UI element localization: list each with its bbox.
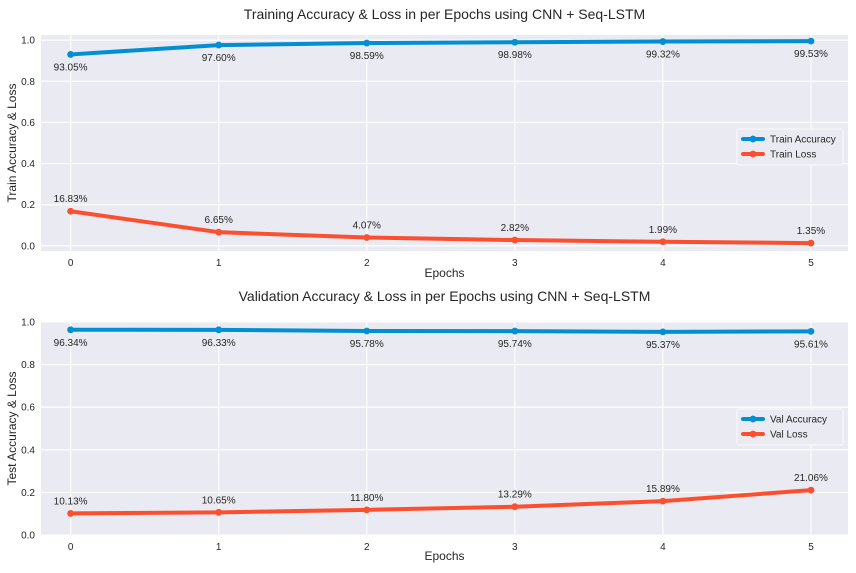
y-tick-label: 0.6 xyxy=(21,403,35,414)
data-label: 95.74% xyxy=(498,339,532,350)
data-point xyxy=(511,503,519,511)
chart-title: Validation Accuracy & Loss in per Epochs… xyxy=(239,288,651,304)
x-tick-label: 2 xyxy=(364,542,370,553)
data-point xyxy=(511,327,519,335)
data-point xyxy=(67,207,75,215)
data-point xyxy=(511,38,519,46)
y-tick-label: 0.2 xyxy=(21,200,35,211)
x-axis-label: Epochs xyxy=(424,266,464,280)
data-point xyxy=(659,497,667,505)
x-tick-label: 2 xyxy=(364,258,370,269)
legend-swatch-marker xyxy=(749,135,757,143)
x-tick-label: 5 xyxy=(808,542,814,553)
validation-chart: 0.0 0.2 0.4 0.6 0.8 1.0 0 1 2 3 4 5 Validation Accur… xyxy=(5,288,848,563)
y-tick-label: 1.0 xyxy=(21,36,35,47)
data-label: 13.29% xyxy=(498,490,532,501)
y-tick-label: 0.8 xyxy=(21,360,35,371)
data-label: 93.05% xyxy=(54,62,88,73)
series-line xyxy=(68,39,813,57)
legend-swatch-marker xyxy=(749,415,757,423)
data-point xyxy=(659,38,667,45)
data-label: 1.99% xyxy=(649,225,677,236)
data-label: 6.65% xyxy=(205,215,233,226)
y-tick-label: 0.8 xyxy=(21,77,35,88)
data-label: 11.80% xyxy=(350,493,383,504)
data-point xyxy=(659,238,667,246)
data-point xyxy=(67,51,75,58)
data-point xyxy=(363,39,371,47)
chart-title: Training Accuracy & Loss in per Epochs u… xyxy=(244,6,645,22)
data-label: 21.06% xyxy=(794,473,828,484)
plot-background xyxy=(41,35,848,251)
data-label: 99.32% xyxy=(646,50,680,61)
data-label: 95.78% xyxy=(350,339,384,350)
plot-background xyxy=(41,322,848,535)
series-line xyxy=(68,488,813,516)
data-label: 4.07% xyxy=(353,220,381,231)
data-point xyxy=(67,510,75,517)
data-point xyxy=(807,486,815,494)
legend-entry: Val Loss xyxy=(770,430,808,441)
data-point xyxy=(807,37,815,45)
y-tick-label: 0.6 xyxy=(21,118,35,129)
legend: Train Accuracy Train Loss xyxy=(736,128,844,166)
x-axis-label: Epochs xyxy=(424,549,464,563)
y-tick-label: 0.0 xyxy=(21,241,35,252)
legend-entry: Train Loss xyxy=(770,150,816,161)
legend-entry: Train Accuracy xyxy=(770,135,836,146)
data-point xyxy=(215,41,223,49)
y-axis-label: Test Accuracy & Loss xyxy=(5,371,19,485)
data-point xyxy=(807,327,815,335)
data-point xyxy=(363,234,371,241)
data-label: 98.98% xyxy=(498,50,532,61)
y-tick-label: 0.0 xyxy=(21,531,35,542)
legend-swatch-marker xyxy=(749,430,757,438)
x-tick-label: 0 xyxy=(68,542,74,553)
y-tick-label: 1.0 xyxy=(21,318,35,329)
x-tick-label: 4 xyxy=(660,542,666,553)
y-tick-label: 0.2 xyxy=(21,488,35,499)
legend-swatch-marker xyxy=(749,150,757,158)
y-tick-label: 0.4 xyxy=(21,159,35,170)
legend: Val Accuracy Val Loss xyxy=(736,408,844,446)
data-label: 10.13% xyxy=(54,496,88,507)
data-point xyxy=(659,328,667,336)
series-line xyxy=(68,327,813,334)
data-label: 98.59% xyxy=(350,51,384,62)
data-point xyxy=(215,228,223,236)
data-label: 15.89% xyxy=(646,484,680,495)
y-axis-label: Train Accuracy & Loss xyxy=(5,84,19,203)
series-line xyxy=(68,209,813,246)
legend-entry: Val Accuracy xyxy=(770,415,827,426)
data-label: 96.33% xyxy=(202,338,236,349)
data-point xyxy=(511,236,519,244)
data-label: 95.61% xyxy=(794,339,828,350)
x-tick-label: 1 xyxy=(216,258,222,269)
data-point xyxy=(363,327,371,335)
data-label: 1.35% xyxy=(797,226,825,237)
x-tick-label: 1 xyxy=(216,542,222,553)
data-label: 97.60% xyxy=(202,53,236,64)
data-point xyxy=(67,326,75,334)
data-point xyxy=(363,506,371,514)
y-tick-label: 0.4 xyxy=(21,445,35,456)
train-chart: 0.0 0.2 0.4 0.6 0.8 1.0 0 1 2 3 4 5 Training Accurac… xyxy=(5,6,848,280)
x-tick-label: 3 xyxy=(512,542,518,553)
data-point xyxy=(215,508,223,516)
data-label: 96.34% xyxy=(54,338,88,349)
data-point xyxy=(215,326,223,334)
data-label: 2.82% xyxy=(501,223,529,234)
data-label: 10.65% xyxy=(202,495,236,506)
x-tick-label: 0 xyxy=(68,258,74,269)
data-label: 99.53% xyxy=(794,49,828,60)
x-tick-label: 4 xyxy=(660,258,666,269)
data-point xyxy=(807,239,815,247)
data-label: 16.83% xyxy=(54,194,88,205)
x-tick-label: 5 xyxy=(808,258,814,269)
x-tick-label: 3 xyxy=(512,258,518,269)
data-label: 95.37% xyxy=(646,340,680,351)
